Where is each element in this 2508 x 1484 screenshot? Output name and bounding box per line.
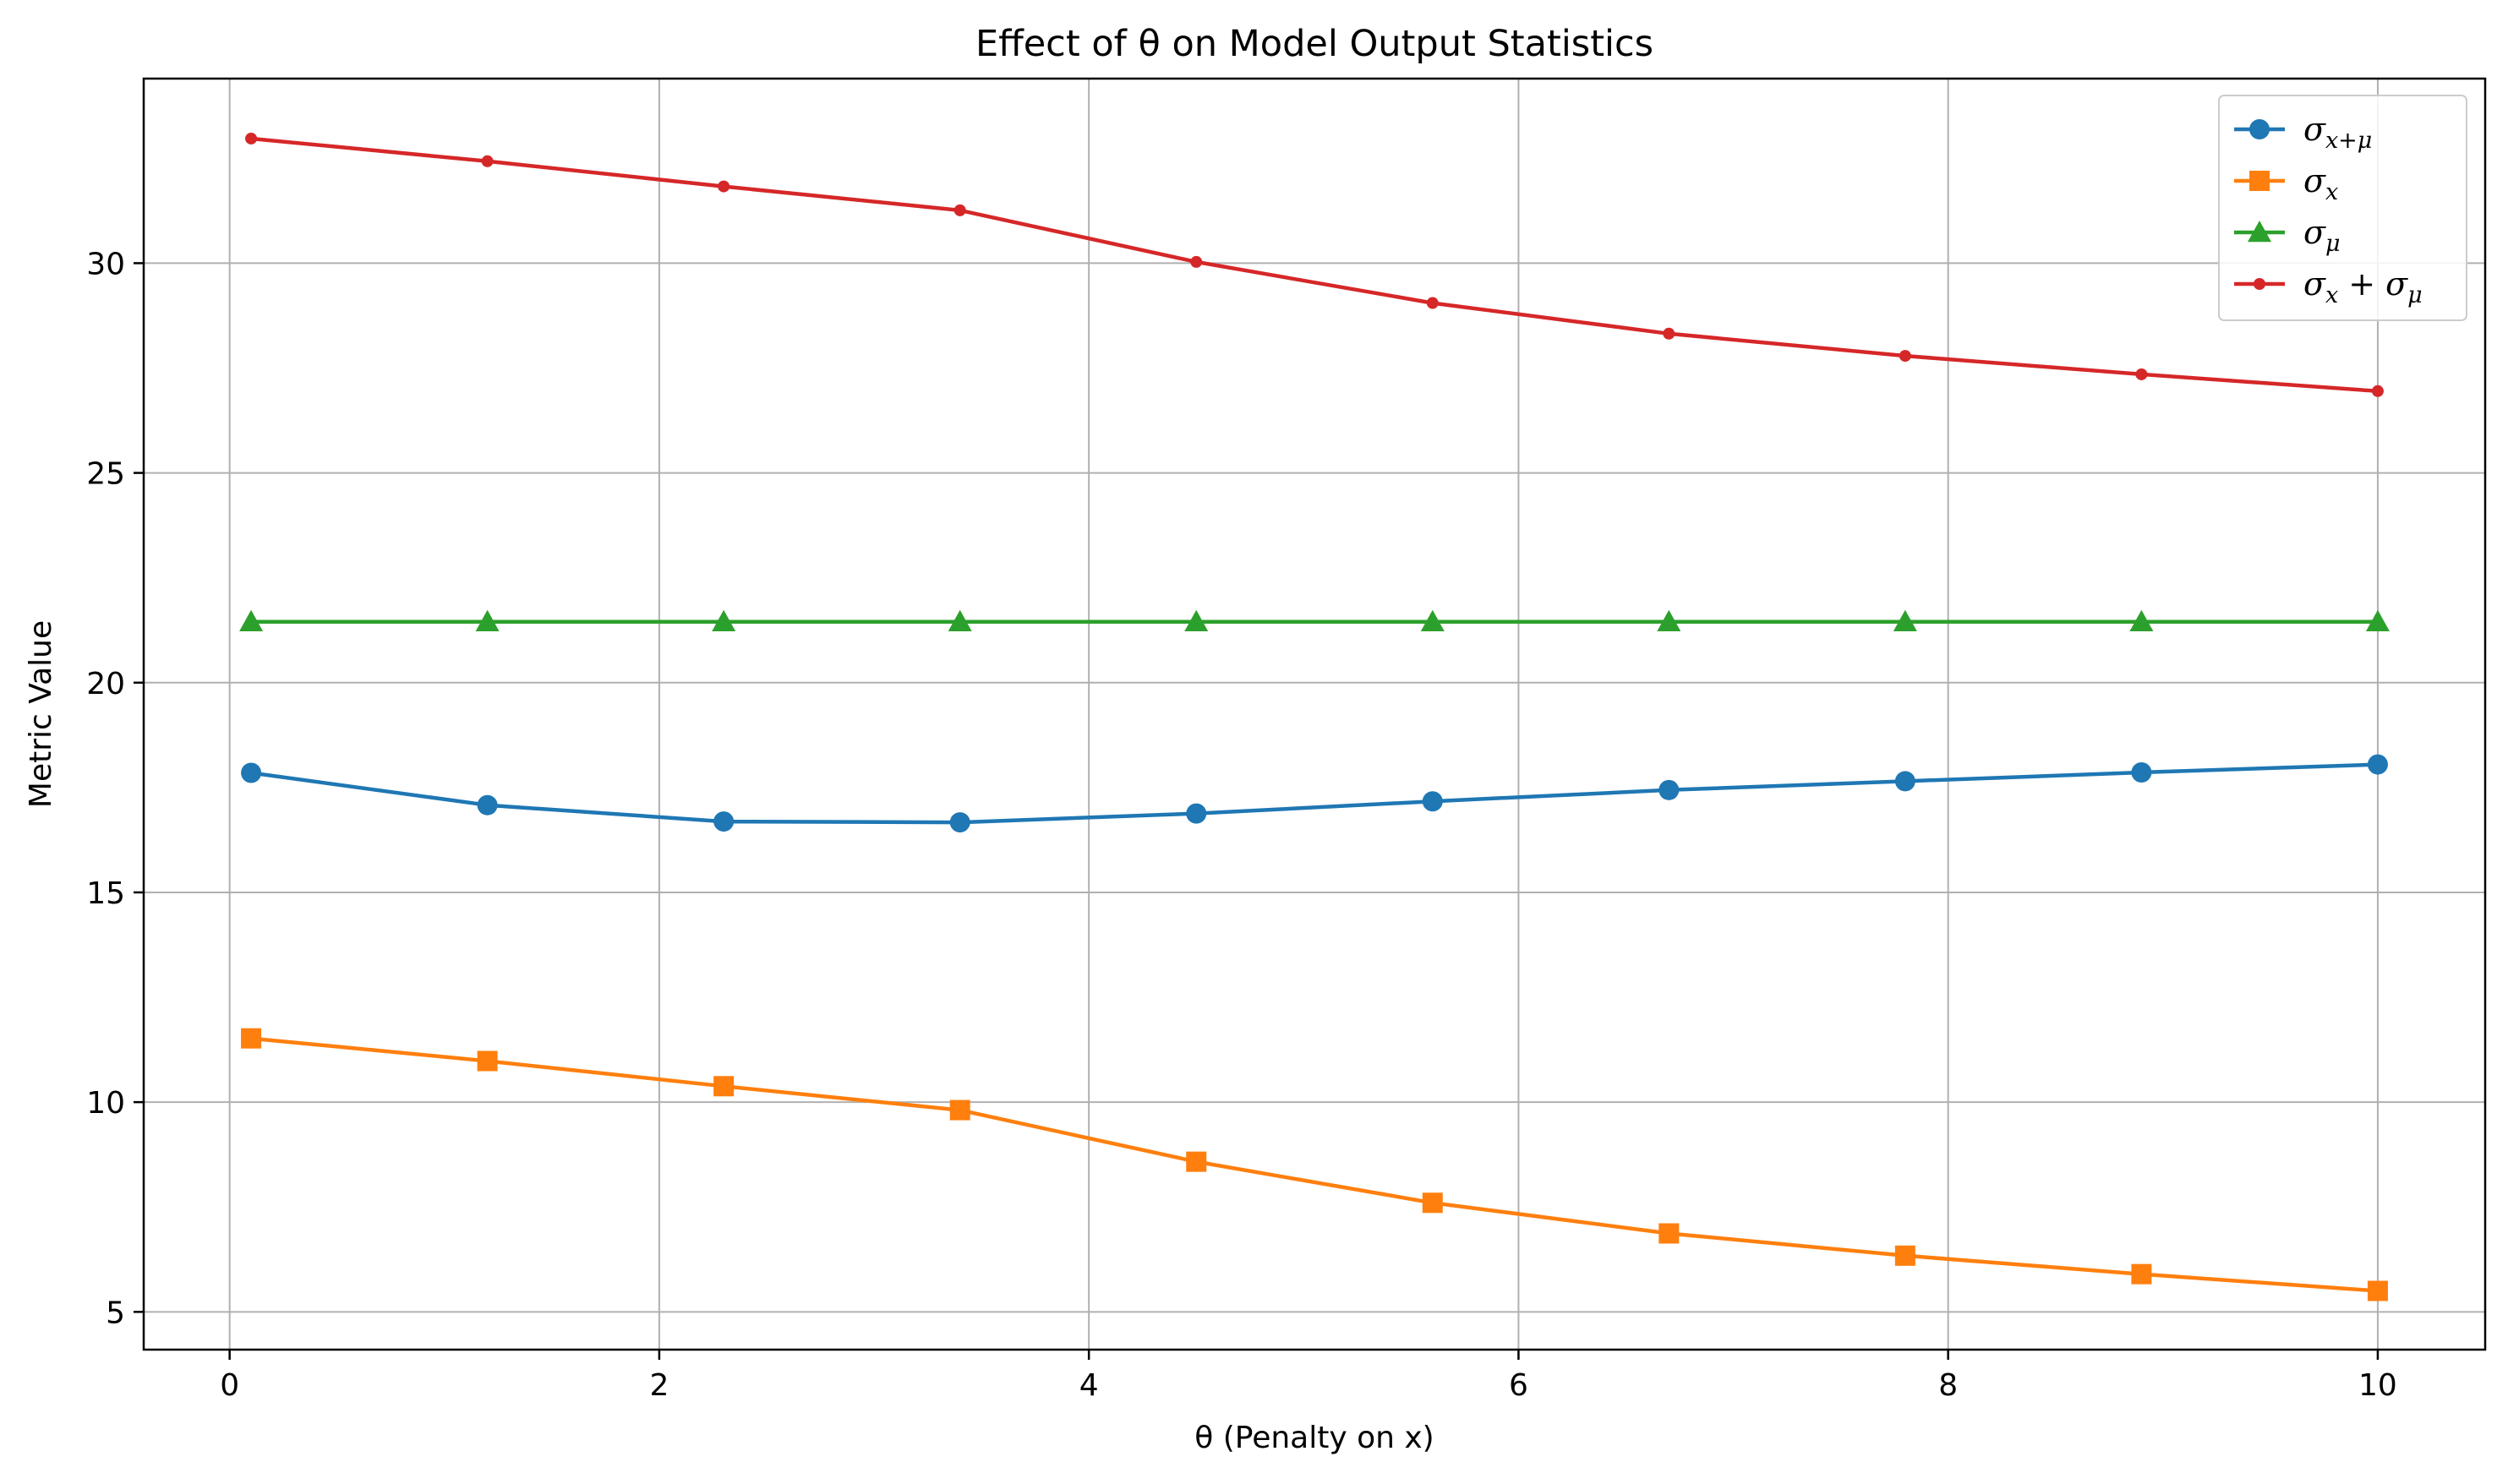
- data-point: [1422, 1192, 1443, 1214]
- y-tick-label: 30: [86, 247, 125, 281]
- x-tick-label: 2: [649, 1368, 669, 1403]
- data-point: [1893, 609, 1917, 631]
- data-point: [949, 1099, 970, 1121]
- y-tick-label: 5: [106, 1296, 125, 1330]
- series-line: [250, 1036, 2379, 1293]
- x-tick-label: 6: [1509, 1368, 1528, 1403]
- legend-label: σμ: [2303, 214, 2341, 257]
- data-point: [1186, 803, 1207, 824]
- series-line: [250, 762, 2378, 825]
- chart-title: Effect of θ on Model Output Statistics: [975, 23, 1653, 65]
- legend-swatch-marker: [2248, 221, 2271, 243]
- data-point: [949, 812, 970, 833]
- legend: σx+μ σx σμ σx + σμ: [2218, 95, 2467, 321]
- data-point: [1658, 779, 1680, 800]
- data-point: [481, 155, 494, 167]
- legend-label: σx: [2303, 162, 2338, 205]
- x-tick-label: 10: [2358, 1368, 2397, 1403]
- axes-frame: [142, 77, 2487, 1351]
- data-point: [713, 811, 735, 832]
- series-line: [250, 136, 2379, 394]
- legend-item-4: σx + σμ: [2234, 265, 2423, 308]
- y-tick-label: 15: [86, 876, 125, 911]
- x-tick-label: 0: [220, 1368, 239, 1403]
- series-layer: [239, 132, 2390, 1301]
- data-point: [1420, 609, 1445, 631]
- data-point: [245, 132, 258, 145]
- data-point: [2371, 385, 2384, 397]
- data-point: [1184, 609, 1209, 631]
- data-point: [1190, 255, 1203, 268]
- data-point: [953, 204, 966, 216]
- legend-box: [2218, 95, 2467, 321]
- data-point: [948, 609, 972, 631]
- data-point: [477, 794, 498, 816]
- data-point: [241, 1028, 262, 1049]
- data-point: [2135, 368, 2148, 380]
- data-point: [239, 609, 264, 631]
- y-axis-label: Metric Value: [24, 620, 58, 808]
- data-point: [477, 1050, 498, 1072]
- legend-label: σx + σμ: [2303, 265, 2423, 308]
- data-point: [1663, 327, 1675, 340]
- series-2: [241, 1028, 2388, 1301]
- legend-item-1: σx+μ: [2234, 111, 2372, 154]
- data-point: [712, 609, 736, 631]
- data-point: [241, 762, 262, 783]
- legend-item-2: σx: [2234, 162, 2338, 205]
- y-tick-label: 25: [86, 457, 125, 492]
- legend-item-3: σμ: [2234, 214, 2341, 257]
- series-1: [241, 754, 2388, 833]
- data-point: [1894, 771, 1915, 792]
- data-point: [2367, 754, 2388, 775]
- legend-swatch-marker: [2254, 278, 2265, 290]
- tick-layer: 0 2 4 6 8 10 5 10 15 20 25 30: [86, 247, 2397, 1403]
- data-point: [1422, 791, 1443, 812]
- data-point: [1426, 297, 1439, 309]
- data-point: [1657, 609, 1681, 631]
- y-tick-label: 10: [86, 1086, 125, 1121]
- data-point: [2367, 1280, 2388, 1301]
- data-point: [1658, 1223, 1680, 1244]
- data-point: [2365, 609, 2390, 631]
- x-axis-label: θ (Penalty on x): [1194, 1421, 1434, 1455]
- x-tick-label: 8: [1938, 1368, 1958, 1403]
- data-point: [713, 1076, 735, 1097]
- legend-swatch-marker: [2249, 119, 2270, 139]
- data-point: [2129, 609, 2154, 631]
- data-point: [718, 180, 730, 193]
- data-point: [2131, 761, 2152, 783]
- y-tick-label: 20: [86, 667, 125, 701]
- data-point: [2131, 1263, 2152, 1285]
- data-point: [1899, 350, 1911, 363]
- legend-swatch-marker: [2249, 171, 2270, 191]
- legend-label: σx+μ: [2303, 111, 2372, 154]
- x-tick-label: 4: [1079, 1368, 1099, 1403]
- data-point: [1186, 1151, 1207, 1172]
- series-3: [239, 609, 2390, 631]
- data-point: [475, 609, 500, 631]
- data-point: [1894, 1245, 1915, 1266]
- series-4: [245, 132, 2384, 397]
